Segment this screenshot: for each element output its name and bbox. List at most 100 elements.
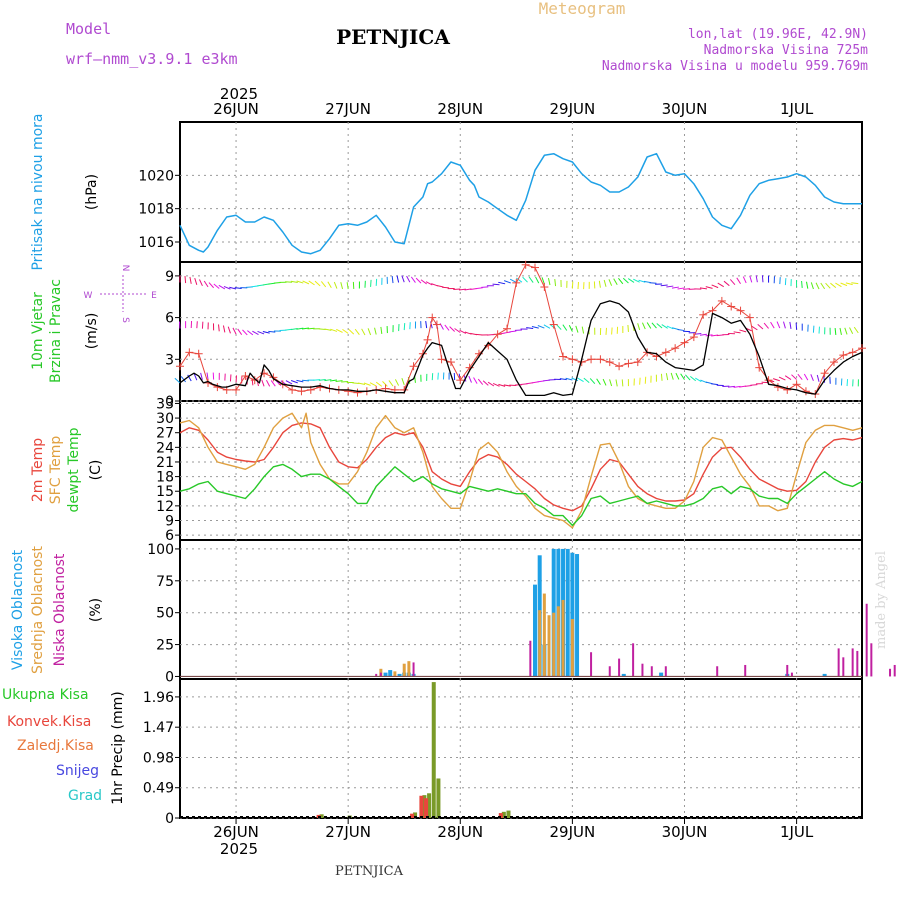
wind-barb	[784, 375, 792, 381]
wind-unit: (m/s)	[84, 313, 100, 350]
cloud-bar-2-2	[412, 662, 415, 677]
top-time-axis: 2025 26JUN 27JUN 28JUN 29JUN 30JUN 1JUL	[213, 85, 814, 118]
wind-barb	[727, 385, 736, 388]
wind-barb	[318, 378, 326, 381]
wind-gust-line	[179, 264, 863, 395]
wind-barb	[660, 373, 663, 381]
ytick-label-p3-1: 25	[156, 638, 174, 654]
wind-barb	[789, 321, 792, 329]
wind-barb	[791, 374, 797, 380]
footer-station: PETNJICA	[335, 864, 404, 879]
cloud-bar-2-8	[641, 663, 644, 677]
wind-barb	[776, 321, 781, 329]
ytick-label-p4-3: 1.47	[143, 720, 174, 736]
temperature-series	[179, 412, 863, 529]
cloud-bar-0-18	[822, 673, 827, 677]
cloud-bar-2-9	[650, 666, 653, 677]
wind-barb	[346, 282, 349, 290]
wind-barb	[442, 286, 450, 289]
cloud-bar-2-10	[664, 666, 667, 677]
top-day-label-2: 28JUN	[437, 100, 483, 118]
wind-barb	[633, 278, 640, 283]
wind-barb	[218, 284, 226, 290]
pressure-title-text: Pritisak na nivou mora	[30, 113, 46, 270]
wind-barb	[302, 280, 310, 285]
wind-barb	[420, 279, 427, 285]
cloud-bar-2-0	[375, 673, 378, 677]
wind-barb	[388, 380, 394, 387]
wind-barb	[711, 284, 719, 289]
wind-barb	[358, 382, 366, 386]
wind-barb	[340, 282, 344, 290]
cloud-bar-2-11	[716, 666, 719, 677]
ytick-label-p3-3: 75	[156, 574, 174, 590]
wind-barb	[815, 282, 820, 290]
wind-barb	[810, 282, 814, 290]
wind-barb	[770, 321, 775, 329]
cloud-bar-1-1	[393, 671, 397, 677]
precip-bar-1-4	[498, 813, 503, 818]
wind-barb	[621, 379, 624, 387]
wind-barb	[637, 323, 641, 331]
bottom-day-label-3: 29JUN	[550, 823, 596, 841]
wind-barb	[296, 327, 304, 330]
wind-barb	[742, 276, 747, 284]
wind-barb	[252, 330, 259, 336]
wind-barb	[577, 377, 584, 383]
cloud-low-title-text: Niska Oblacnost	[52, 553, 68, 666]
wind-barb	[324, 379, 332, 382]
wind-barb	[234, 287, 242, 290]
wind-barb	[695, 377, 702, 383]
pressure-series	[179, 152, 862, 255]
panel-frames	[179, 121, 863, 819]
precip-bar-0-8	[506, 810, 511, 818]
wind-barb	[247, 330, 254, 336]
wind-barb	[262, 331, 270, 334]
wind-barb	[677, 329, 685, 332]
wind-barb	[206, 372, 209, 380]
cloud-bar-2-1	[379, 672, 382, 677]
cloud-low-title: Niska Oblacnost	[52, 553, 68, 666]
dewpt-title-text: dewpt Temp	[66, 427, 82, 512]
cloud-unit: (%)	[88, 598, 104, 622]
wind-barb	[641, 322, 646, 330]
wind-barb	[849, 327, 854, 334]
wind-barb	[571, 377, 579, 382]
wind-barb-row-2	[179, 275, 859, 291]
wind-barb	[627, 324, 629, 332]
wind-barb	[823, 375, 826, 383]
legend-hail: Grad	[68, 788, 102, 804]
wind-barb	[401, 378, 405, 385]
cloud-bar-2-20	[870, 643, 873, 677]
wind-barb	[845, 282, 853, 286]
precip-bars	[180, 682, 862, 818]
wind-barb	[213, 283, 220, 289]
wind-barb	[498, 383, 506, 387]
compass-north: N	[120, 265, 130, 272]
wind-barb	[537, 325, 545, 329]
wind-barb	[806, 281, 809, 289]
ytick-label-p2-0: 6	[165, 528, 174, 544]
ytick-label-p4-1: 0.49	[143, 781, 174, 797]
wind-barb	[602, 378, 607, 386]
wind-barb	[844, 327, 848, 335]
sfctemp-title-text: SFC Temp	[48, 436, 64, 505]
wind-title-2: Brzina i Pravac	[48, 279, 64, 383]
cloud-bar-2-7	[632, 643, 635, 677]
cloud-bar-1-7	[552, 612, 556, 677]
wind-barb	[705, 286, 713, 289]
precip-bar-1-1	[410, 813, 415, 818]
wind-title-line2: Brzina i Pravac	[48, 279, 64, 383]
cloud-bar-2-18	[856, 650, 859, 677]
compass-west: W	[84, 291, 93, 301]
wind-barb	[677, 287, 685, 290]
wind-barb	[541, 277, 545, 285]
legend-total-rain: Ukupna Kisa	[2, 687, 89, 703]
wind-barb	[266, 379, 271, 387]
bottom-time-axis: 2025 26JUN 27JUN 28JUN 29JUN 30JUN 1JUL	[213, 818, 814, 858]
wind-barb	[290, 280, 298, 283]
legend-snow: Snijeg	[56, 763, 99, 779]
wind-barb	[615, 379, 618, 387]
wind-barb	[348, 328, 355, 335]
